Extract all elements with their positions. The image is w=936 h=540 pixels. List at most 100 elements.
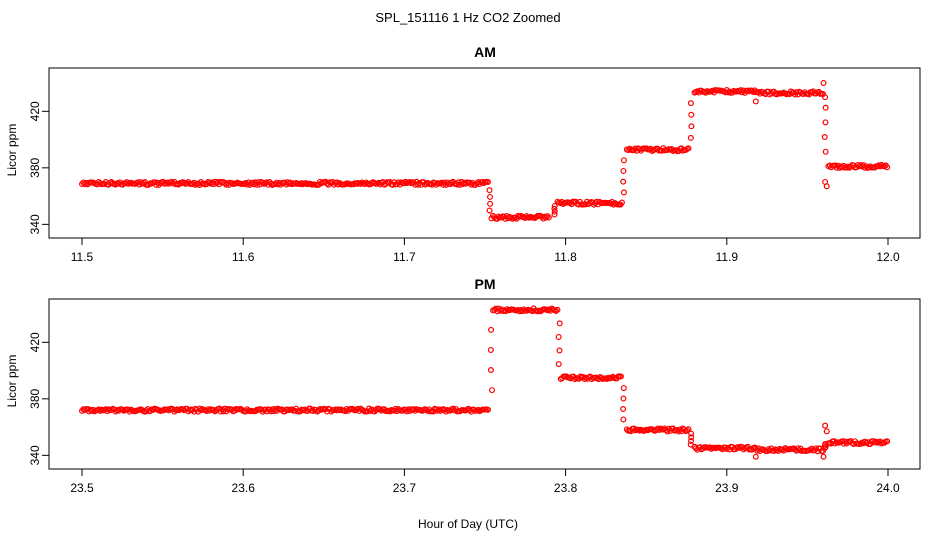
pm-outlier-point (823, 428, 830, 435)
am-segment-point (543, 214, 550, 221)
pm-outlier-point (752, 453, 759, 460)
am-segment-point (545, 214, 552, 221)
pm-x-tick-label: 23.6 (232, 481, 256, 495)
pm-segment-point (617, 373, 624, 380)
am-transition-point (821, 134, 828, 141)
am-y-tick-label: 420 (28, 101, 42, 121)
pm-x-tick-label: 23.8 (554, 481, 578, 495)
pm-segment-point (553, 308, 560, 315)
am-y-axis-label: Licor ppm (5, 124, 19, 177)
pm-panel: PM Licor ppm 23.5 23.6 23.7 23.8 23.9 24.0 340… (5, 276, 921, 495)
pm-transition-point (620, 395, 627, 402)
pm-transition-point (555, 333, 562, 340)
pm-panel-title: PM (475, 276, 496, 292)
am-plot-frame (48, 67, 921, 239)
pm-outlier-point (822, 422, 829, 429)
figure-title: SPL_151116 1 Hz CO2 Zoomed (375, 10, 560, 25)
am-transition-point (551, 208, 558, 215)
pm-segment-point (685, 426, 692, 433)
am-transition-point (486, 207, 493, 214)
pm-segment-point (554, 306, 561, 313)
am-x-axis: 11.5 11.6 11.7 11.8 11.9 12.0 (71, 238, 900, 264)
am-segment-point (413, 178, 420, 185)
am-x-tick-label: 11.9 (716, 250, 739, 264)
am-transition-point (620, 167, 627, 174)
am-x-tick-label: 11.8 (554, 250, 577, 264)
am-segment-point (544, 213, 551, 220)
am-segment-point (485, 178, 492, 185)
am-transition-point (822, 104, 829, 111)
am-x-tick-label: 12.0 (876, 250, 900, 264)
pm-transition-point (688, 437, 695, 444)
pm-transition-point (488, 326, 495, 333)
am-transition-point (486, 187, 493, 194)
pm-transition-point (688, 434, 695, 441)
am-segment-point (884, 164, 891, 171)
am-x-tick-label: 11.6 (232, 250, 255, 264)
x-axis-label: Hour of Day (UTC) (418, 517, 518, 531)
pm-transition-point (555, 361, 562, 368)
am-transition-point (551, 211, 558, 218)
am-data-points (78, 80, 891, 222)
am-transition-point (822, 119, 829, 126)
am-x-tick-label: 11.5 (71, 250, 94, 264)
pm-transition-point (620, 406, 627, 413)
pm-x-tick-label: 23.9 (715, 481, 739, 495)
am-segment-point (618, 199, 625, 206)
pm-transition-point (487, 346, 494, 353)
am-y-tick-label: 380 (28, 158, 42, 178)
am-outlier-point (820, 80, 827, 87)
pm-segment-point (861, 438, 868, 445)
am-segment-point (857, 162, 864, 169)
am-outlier-point (752, 98, 759, 105)
pm-transition-point (687, 441, 694, 448)
pm-transition-point (556, 320, 563, 327)
am-y-tick-label: 340 (28, 214, 42, 234)
pm-y-tick-label: 420 (28, 332, 42, 352)
am-transition-point (687, 100, 694, 107)
pm-segment-point (884, 438, 891, 445)
am-segment-point (685, 145, 692, 152)
am-transition-point (487, 200, 494, 207)
pm-transition-point (487, 367, 494, 374)
am-transition-point (822, 148, 829, 155)
am-outlier-point (822, 178, 829, 185)
pm-y-axis: 340 380 420 (28, 332, 49, 465)
am-transition-point (551, 202, 558, 209)
am-transition-point (688, 111, 695, 118)
pm-data-points (78, 305, 891, 460)
am-segment-point (787, 88, 794, 95)
pm-y-axis-label: Licor ppm (5, 355, 19, 408)
am-y-axis: 340 380 420 (28, 101, 49, 234)
am-transition-point (687, 134, 694, 141)
pm-x-tick-label: 24.0 (876, 481, 900, 495)
pm-transition-point (489, 387, 496, 394)
pm-y-tick-label: 380 (28, 389, 42, 409)
am-transition-point (688, 123, 695, 130)
pm-transition-point (822, 441, 829, 448)
am-transition-point (487, 193, 494, 200)
pm-outlier-point (820, 453, 827, 460)
am-panel: AM Licor ppm 11.5 11.6 11.7 11.8 11.9 12.0 340… (5, 44, 921, 264)
pm-x-tick-label: 23.5 (70, 481, 94, 495)
pm-segment-point (485, 406, 492, 413)
pm-x-tick-label: 23.7 (393, 481, 417, 495)
am-x-tick-label: 11.7 (393, 250, 416, 264)
am-transition-point (620, 178, 627, 185)
pm-y-tick-label: 340 (28, 445, 42, 465)
pm-x-axis: 23.5 23.6 23.7 23.8 23.9 24.0 (70, 469, 900, 495)
pm-transition-point (688, 430, 695, 437)
am-transition-point (551, 205, 558, 212)
pm-transition-point (620, 416, 627, 423)
pm-transition-point (620, 385, 627, 392)
am-transition-point (620, 189, 627, 196)
pm-transition-point (556, 347, 563, 354)
am-transition-point (620, 157, 627, 164)
am-panel-title: AM (474, 44, 496, 60)
am-outlier-point (822, 94, 829, 101)
pm-plot-frame (48, 298, 921, 470)
pm-segment-point (216, 405, 223, 412)
pm-segment-point (684, 427, 691, 434)
